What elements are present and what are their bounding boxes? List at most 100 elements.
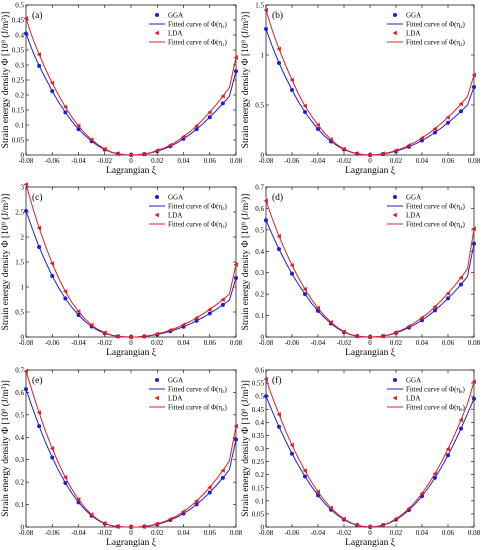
y-tick-label: 0.4 <box>255 248 264 256</box>
legend-marker <box>393 13 397 17</box>
y-tick-label: 0.5 <box>255 226 264 234</box>
data-point <box>62 289 68 294</box>
y-tick-label: 0.3 <box>255 445 264 453</box>
x-tick-label: 0.08 <box>468 339 481 347</box>
data-point <box>234 69 238 74</box>
data-point <box>459 109 463 114</box>
y-tick-label: 0 <box>21 334 25 342</box>
data-point <box>194 127 199 132</box>
y-tick-label: 0.5 <box>15 309 24 317</box>
legend-marker <box>392 30 397 36</box>
data-point <box>445 290 450 296</box>
x-tick-label: -0.08 <box>19 339 34 347</box>
x-tick-label: -0.02 <box>97 157 112 165</box>
fitted-curve-line <box>265 220 475 338</box>
x-tick-label: -0.06 <box>45 529 60 537</box>
data-point <box>264 218 268 223</box>
series-lda <box>23 368 238 530</box>
chart-panel-a: -0.08 -0.06 -0.04 -0.02 0 0.02 0.04 0.06 0.08 0 0.… <box>0 2 243 177</box>
legend-label: GGA <box>406 377 421 385</box>
data-point <box>194 498 199 504</box>
x-tick-label: -0.08 <box>259 529 274 537</box>
x-tick-label: 0.02 <box>390 339 403 347</box>
data-point <box>102 146 107 152</box>
fitted-curve-line <box>265 378 475 528</box>
x-tick-label: -0.02 <box>337 157 352 165</box>
data-point <box>367 152 372 158</box>
y-axis-label: Strain energy density Φ [10⁹ (J/m³)] <box>240 12 251 149</box>
data-point <box>194 123 199 129</box>
y-tick-label: 0.25 <box>12 77 25 85</box>
legend-marker <box>155 13 159 17</box>
data-point <box>263 7 268 13</box>
data-point <box>234 437 238 442</box>
legend-label: Fitted curve of Φ(η₄) <box>406 203 466 211</box>
x-tick-label: -0.04 <box>311 339 326 347</box>
data-point <box>406 142 411 148</box>
x-tick-label: -0.06 <box>45 339 60 347</box>
data-point <box>50 455 55 460</box>
x-tick-label: 0.06 <box>442 529 455 537</box>
data-point <box>194 318 199 323</box>
data-point <box>37 424 42 429</box>
y-tick-label: 0.15 <box>252 484 265 492</box>
data-point <box>167 516 173 522</box>
x-tick-label: -0.04 <box>71 157 86 165</box>
y-tick-label: 0.2 <box>15 479 24 487</box>
chart-panel-b: -0.08 -0.06 -0.04 -0.02 0 0.02 0.04 0.06 0.08 0 0.… <box>240 2 481 177</box>
fitted-curve-line <box>265 9 475 156</box>
y-tick-label: 0.05 <box>252 510 265 518</box>
data-point <box>220 302 225 307</box>
y-tick-label: 0.3 <box>255 269 264 277</box>
data-point <box>234 276 238 280</box>
data-point <box>290 88 294 92</box>
x-tick-label: 0.06 <box>204 157 217 165</box>
data-point <box>207 490 212 495</box>
data-point <box>264 27 268 31</box>
legend-marker <box>155 378 159 382</box>
x-axis-label: Lagrangian ξ <box>345 538 396 548</box>
x-tick-label: -0.02 <box>337 529 352 537</box>
x-tick-label: -0.02 <box>97 339 112 347</box>
legend-marker <box>393 195 397 199</box>
legend-label: Fitted curve of Φ(η₅) <box>168 386 228 394</box>
y-tick-label: 0.1 <box>255 312 264 320</box>
data-point <box>315 489 320 495</box>
x-tick-label: 0 <box>368 157 372 165</box>
legend-label: Fitted curve of Φ(η₆) <box>406 386 466 394</box>
data-point <box>115 151 120 157</box>
x-tick-label: -0.04 <box>71 339 86 347</box>
y-tick-label: 0.5 <box>15 2 24 10</box>
data-point <box>276 412 281 417</box>
y-tick-label: 0.1 <box>15 501 24 509</box>
x-tick-label: -0.06 <box>285 529 300 537</box>
data-point <box>459 426 463 431</box>
data-point <box>393 330 398 335</box>
data-point <box>446 453 450 458</box>
data-point <box>194 315 199 321</box>
data-point <box>76 309 81 314</box>
y-tick-label: 0.7 <box>255 184 264 192</box>
panel-label: (e) <box>32 375 43 386</box>
y-axis-label: Strain energy density Φ [10⁹ (J/m³)] <box>240 194 251 331</box>
legend-label: Fitted curve of Φ(η₂) <box>406 21 466 29</box>
legend-marker <box>154 212 159 218</box>
data-point <box>49 80 55 86</box>
data-point <box>380 151 385 157</box>
data-point <box>277 247 281 252</box>
series-gga <box>24 31 238 157</box>
data-point <box>233 55 238 60</box>
data-point <box>354 151 359 156</box>
legend-label: GGA <box>168 194 183 202</box>
legend-marker <box>154 395 159 401</box>
legend-marker <box>392 212 397 218</box>
y-tick-label: 0.5 <box>255 102 264 110</box>
data-point <box>36 52 42 57</box>
data-point <box>341 146 346 152</box>
chart-panel-f: -0.08 -0.06 -0.04 -0.02 0 0.02 0.04 0.06 0.08 0 0.… <box>240 367 481 549</box>
data-point <box>432 304 437 310</box>
x-axis-label: Lagrangian ξ <box>106 538 157 548</box>
data-point <box>128 334 133 340</box>
data-point <box>302 468 307 474</box>
